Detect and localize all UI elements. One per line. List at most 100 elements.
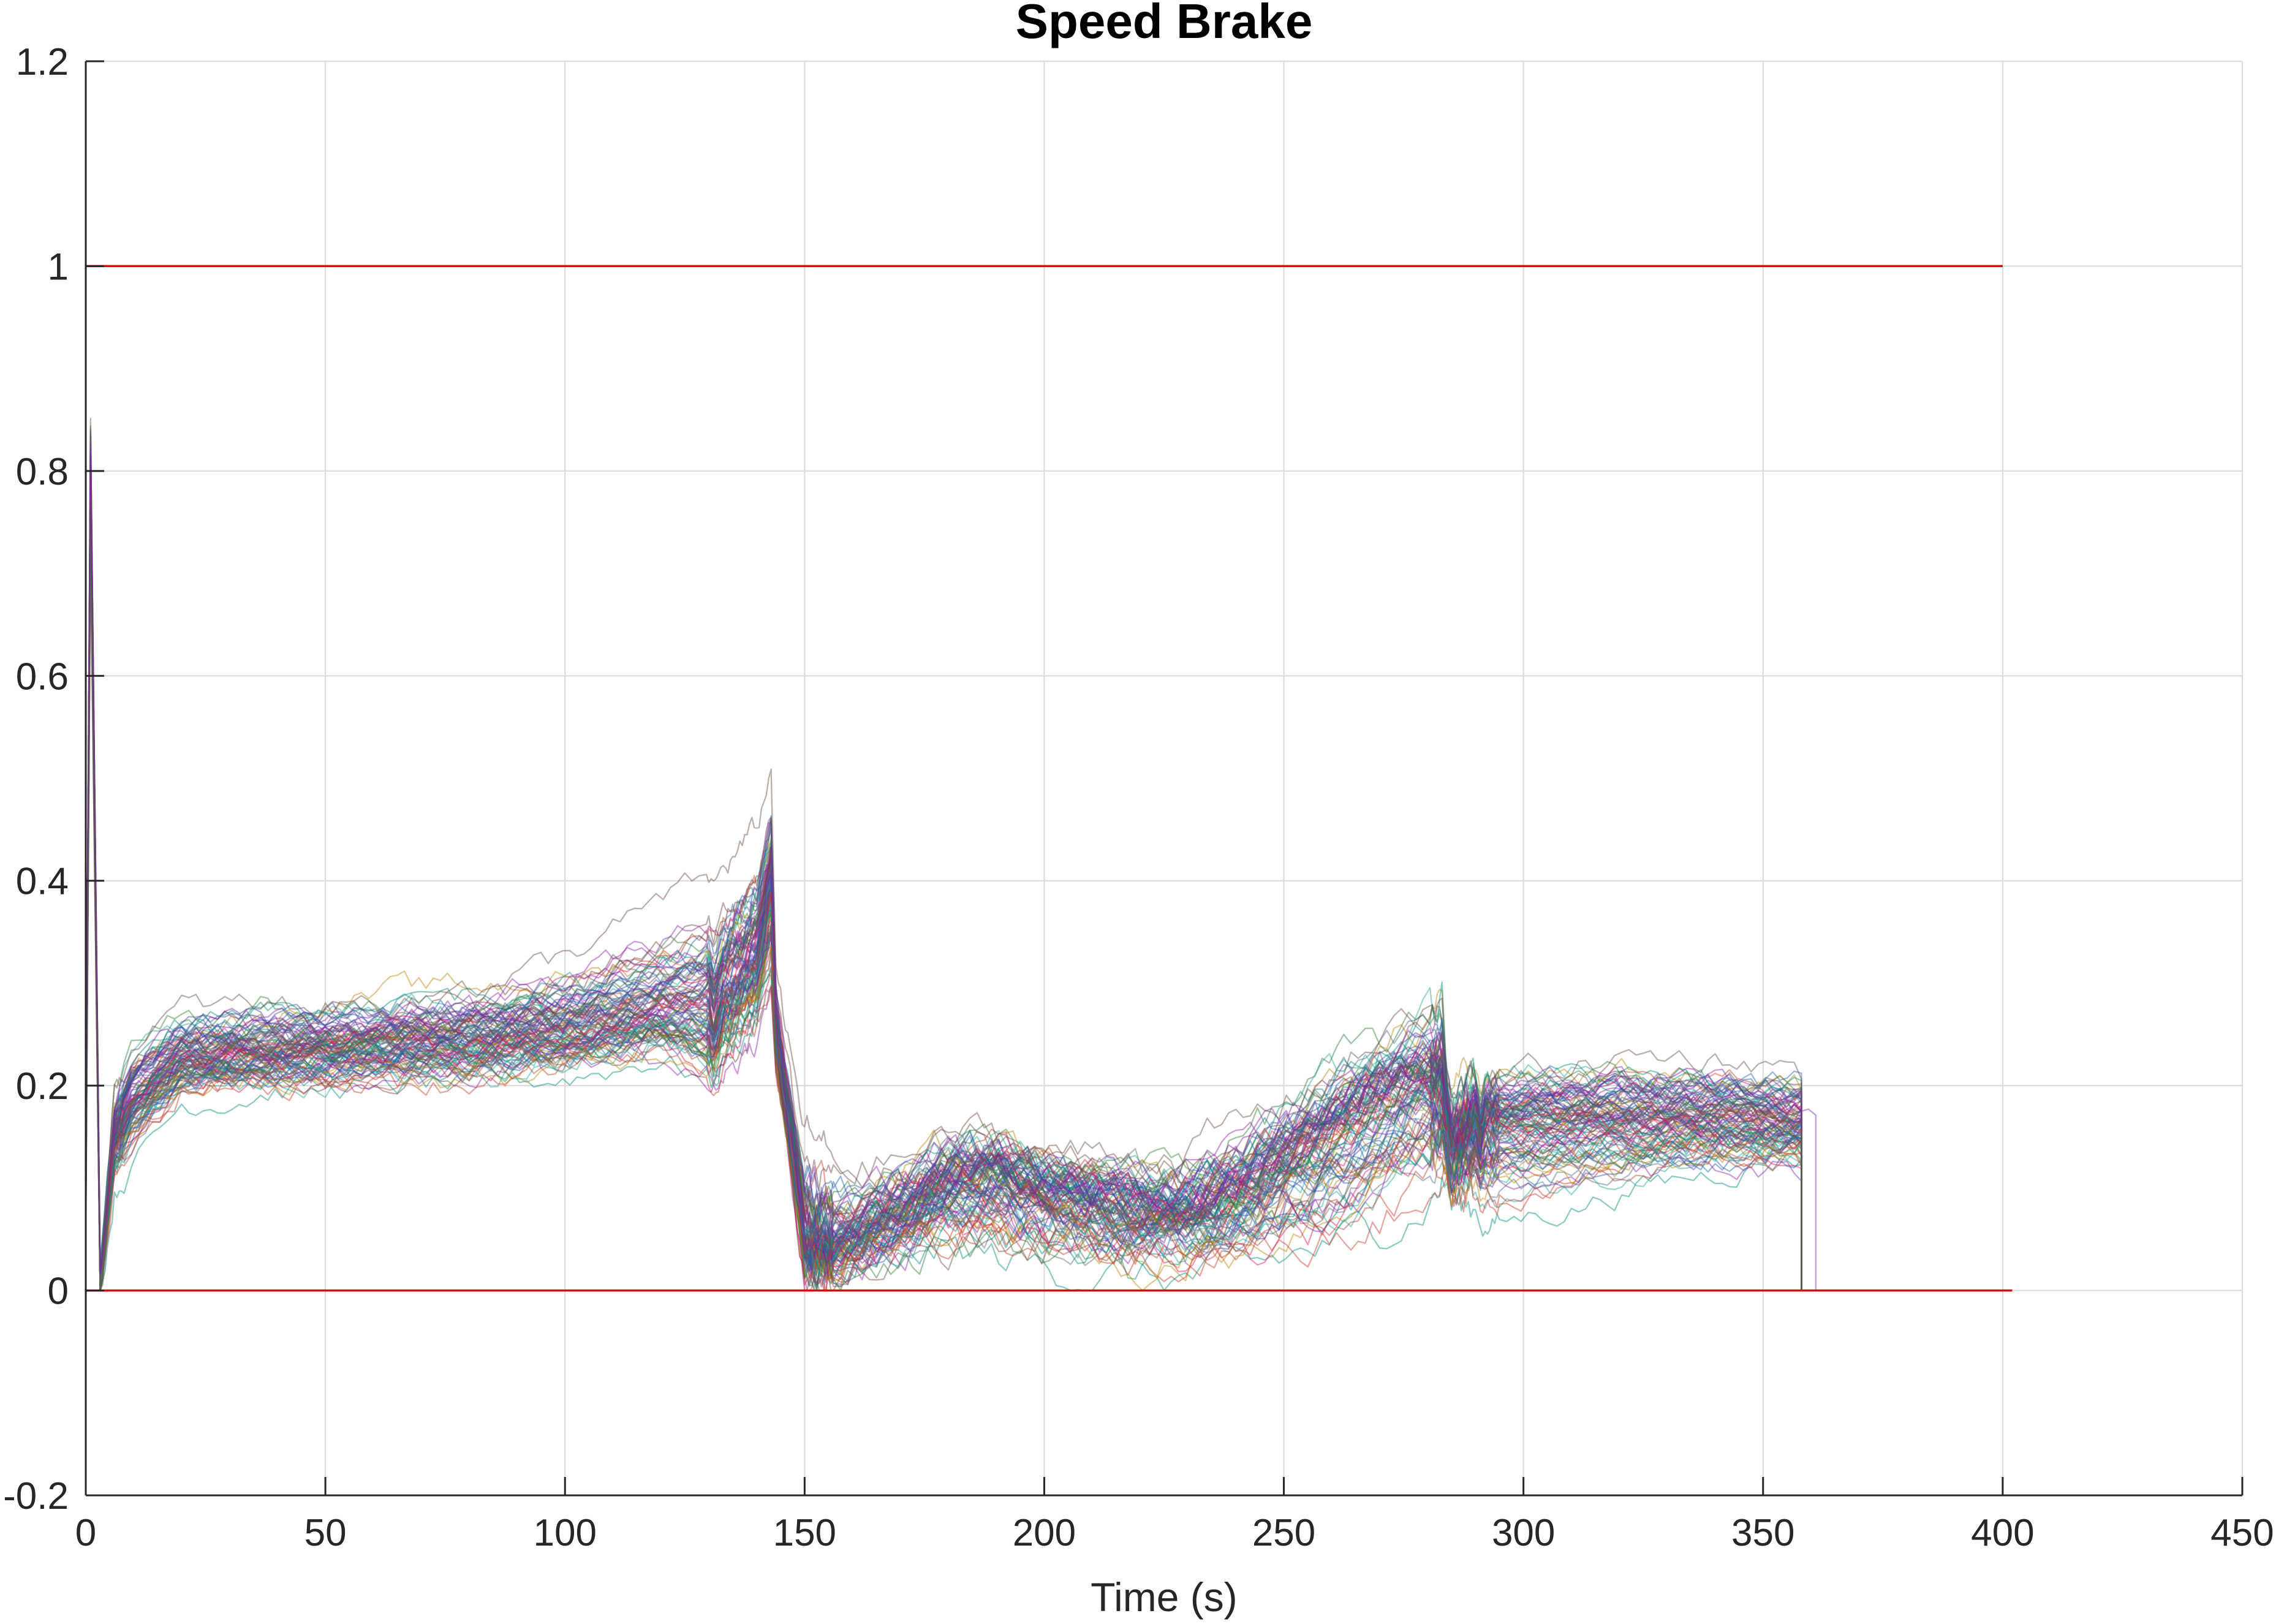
run-trace xyxy=(85,483,2010,1291)
run-trace xyxy=(85,509,2010,1291)
run-trace xyxy=(85,474,2010,1291)
run-trace xyxy=(85,449,2010,1291)
run-trace xyxy=(85,448,2010,1291)
x-axis-label: Time (s) xyxy=(1091,1574,1238,1620)
run-trace xyxy=(85,478,2010,1291)
run-trace xyxy=(85,428,2010,1291)
run-trace xyxy=(85,485,2010,1291)
y-tick-label: 0.8 xyxy=(16,451,69,493)
run-trace xyxy=(85,480,2010,1291)
run-trace xyxy=(85,441,2010,1291)
tick-labels: 0 50 100 150 200 250 300 350 400 450-0.200.20.40.… xyxy=(3,41,2274,1554)
x-tick-label: 0 xyxy=(75,1512,96,1554)
run-trace xyxy=(85,455,2010,1291)
run-trace xyxy=(85,457,2010,1291)
y-tick-label: 0.4 xyxy=(16,861,69,903)
run-trace xyxy=(85,446,2010,1291)
run-trace xyxy=(85,488,2010,1291)
run-trace xyxy=(85,453,2010,1291)
run-trace xyxy=(85,454,2010,1291)
y-tick-label: 1 xyxy=(48,246,69,288)
run-trace xyxy=(85,527,2010,1291)
run-trace xyxy=(85,454,2010,1291)
y-tick-label: 1.2 xyxy=(16,41,69,83)
run-trace xyxy=(85,505,2010,1291)
run-trace xyxy=(85,524,2010,1291)
x-tick-label: 250 xyxy=(1252,1512,1315,1554)
run-trace xyxy=(85,435,2010,1291)
y-tick-label: 0.2 xyxy=(16,1065,69,1108)
run-trace xyxy=(85,476,2010,1291)
run-trace xyxy=(85,458,2010,1291)
run-trace xyxy=(85,512,2010,1291)
run-trace xyxy=(85,439,2010,1291)
run-trace xyxy=(85,474,2010,1291)
run-trace xyxy=(85,467,2010,1291)
limit-lines xyxy=(86,265,2013,1292)
run-trace xyxy=(85,470,2010,1291)
run-trace xyxy=(85,463,2010,1291)
run-trace xyxy=(85,448,2010,1291)
trace-series xyxy=(85,417,2010,1291)
run-trace xyxy=(85,474,2010,1291)
run-trace xyxy=(85,520,2010,1291)
grid xyxy=(86,60,2244,1495)
run-trace xyxy=(85,465,2010,1291)
run-trace xyxy=(85,466,2010,1291)
run-trace xyxy=(85,455,2010,1291)
run-trace xyxy=(85,450,2010,1291)
run-trace xyxy=(85,491,2010,1291)
run-trace xyxy=(85,478,2010,1291)
run-trace xyxy=(85,528,2010,1291)
x-tick-label: 350 xyxy=(1731,1512,1794,1554)
run-trace xyxy=(85,467,2010,1291)
run-trace xyxy=(85,537,2010,1291)
run-trace xyxy=(85,459,2010,1291)
run-trace xyxy=(85,518,2010,1291)
run-trace xyxy=(85,474,2010,1291)
run-trace xyxy=(85,453,2010,1291)
run-trace xyxy=(85,482,2010,1291)
run-trace xyxy=(85,485,2010,1291)
run-trace xyxy=(85,474,2010,1291)
run-trace xyxy=(85,473,2010,1291)
run-trace xyxy=(85,488,2010,1291)
run-trace xyxy=(85,457,2010,1291)
run-trace xyxy=(85,463,2010,1291)
run-trace xyxy=(85,480,2010,1291)
y-tick-label: -0.2 xyxy=(3,1475,69,1517)
run-trace xyxy=(85,508,2010,1291)
run-trace xyxy=(85,485,2010,1291)
run-trace xyxy=(85,485,2010,1291)
run-trace xyxy=(85,499,2010,1291)
run-trace xyxy=(85,530,2010,1291)
run-trace xyxy=(85,499,2010,1291)
run-trace xyxy=(85,474,2010,1291)
x-tick-label: 50 xyxy=(304,1512,347,1554)
run-trace xyxy=(85,464,2010,1291)
x-tick-label: 100 xyxy=(533,1512,596,1554)
chart-title: Speed Brake xyxy=(1016,0,1313,48)
run-trace xyxy=(85,477,2010,1291)
x-tick-label: 300 xyxy=(1492,1512,1555,1554)
run-trace xyxy=(85,485,2010,1291)
run-trace xyxy=(85,486,2010,1291)
run-trace xyxy=(85,514,2010,1291)
run-trace xyxy=(85,507,2010,1291)
run-trace xyxy=(85,467,2010,1291)
run-trace xyxy=(85,437,2010,1291)
run-trace xyxy=(85,463,2010,1291)
x-tick-label: 150 xyxy=(773,1512,836,1554)
run-trace xyxy=(85,429,2010,1291)
run-trace xyxy=(85,550,2010,1291)
run-trace xyxy=(85,460,2010,1291)
run-trace xyxy=(85,425,2010,1291)
y-tick-label: 0 xyxy=(48,1271,69,1313)
run-trace xyxy=(85,514,2010,1291)
x-tick-label: 200 xyxy=(1013,1512,1076,1554)
run-trace xyxy=(85,453,2010,1291)
run-trace xyxy=(85,477,2010,1291)
run-trace xyxy=(85,550,2010,1291)
run-trace xyxy=(85,480,2010,1291)
